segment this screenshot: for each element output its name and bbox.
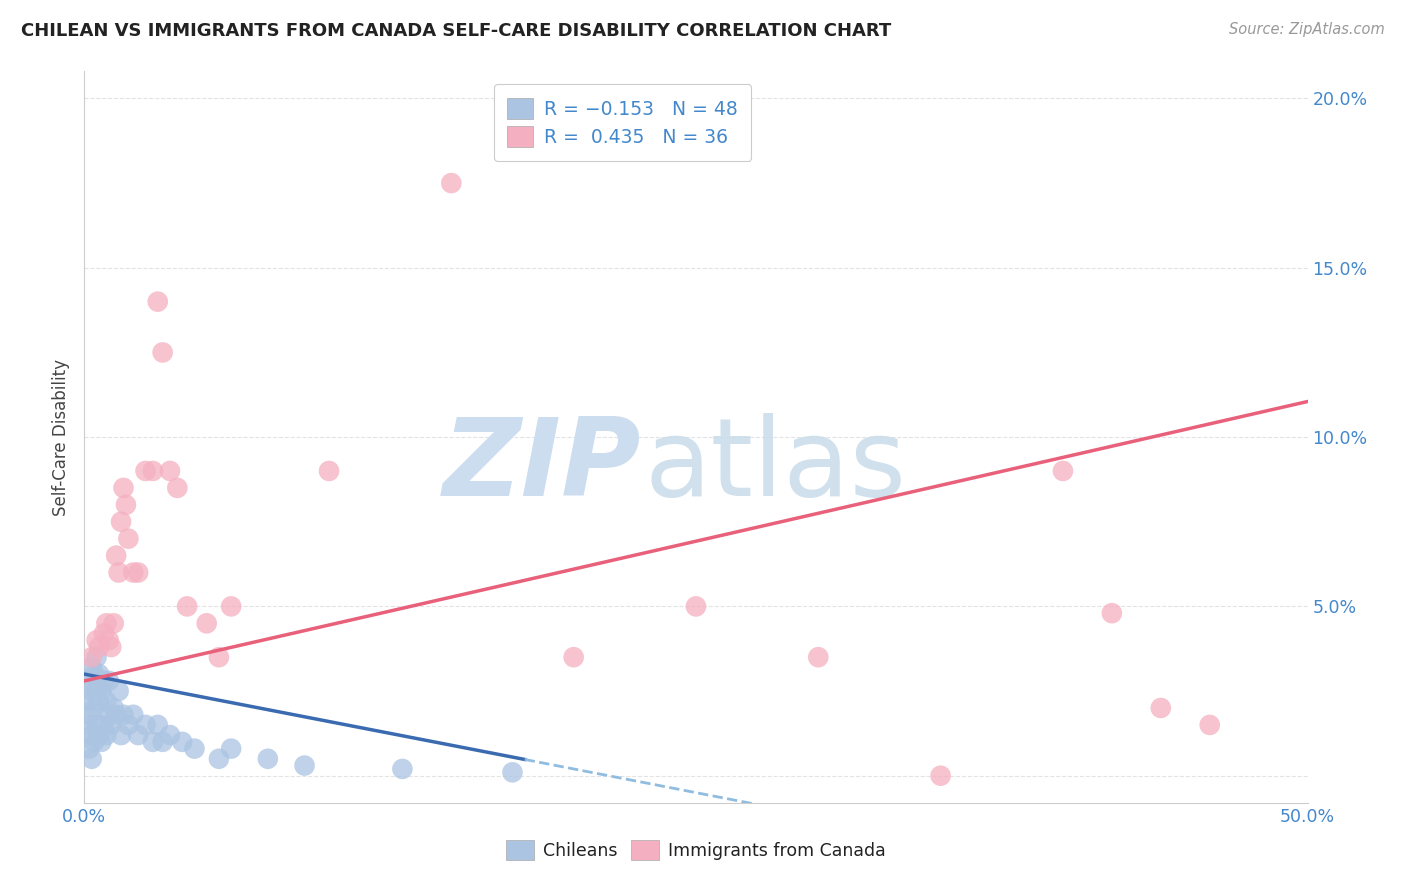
Point: [142, 464, 165, 478]
Legend: Chileans, Immigrants from Canada: Chileans, Immigrants from Canada: [499, 833, 893, 867]
Point: [142, 735, 165, 749]
Point: [86, 633, 108, 648]
Point: [110, 515, 132, 529]
Point: [76, 694, 98, 708]
Point: [97, 673, 120, 688]
Point: [135, 718, 157, 732]
Point: [929, 769, 952, 783]
Point: [80, 728, 103, 742]
Point: [105, 707, 128, 722]
Point: [219, 599, 242, 614]
Point: [1101, 606, 1123, 620]
Point: [90, 684, 112, 698]
Point: [502, 765, 524, 780]
Point: [87, 694, 110, 708]
Point: [77, 741, 100, 756]
Y-axis label: Self-Care Disability: Self-Care Disability: [52, 359, 70, 516]
Point: [105, 549, 128, 563]
Point: [83, 735, 105, 749]
Point: [83, 667, 105, 681]
Point: [208, 752, 231, 766]
Point: [110, 728, 132, 742]
Point: [93, 718, 115, 732]
Point: [219, 741, 242, 756]
Point: [152, 345, 174, 359]
Text: atlas: atlas: [644, 413, 907, 519]
Point: [127, 728, 149, 742]
Point: [103, 701, 125, 715]
Point: [685, 599, 707, 614]
Point: [93, 673, 115, 688]
Point: [107, 566, 129, 580]
Point: [107, 684, 129, 698]
Point: [96, 616, 118, 631]
Point: [100, 640, 122, 654]
Point: [166, 481, 188, 495]
Point: [80, 660, 103, 674]
Text: CHILEAN VS IMMIGRANTS FROM CANADA SELF-CARE DISABILITY CORRELATION CHART: CHILEAN VS IMMIGRANTS FROM CANADA SELF-C…: [21, 22, 891, 40]
Point: [127, 566, 149, 580]
Point: [183, 741, 205, 756]
Point: [152, 735, 174, 749]
Point: [87, 640, 110, 654]
Point: [208, 650, 231, 665]
Text: Source: ZipAtlas.com: Source: ZipAtlas.com: [1229, 22, 1385, 37]
Point: [1150, 701, 1173, 715]
Point: [115, 498, 138, 512]
Point: [440, 176, 463, 190]
Point: [86, 684, 108, 698]
Point: [159, 728, 181, 742]
Text: ZIP: ZIP: [443, 413, 641, 519]
Point: [97, 707, 120, 722]
Point: [1198, 718, 1220, 732]
Point: [90, 735, 112, 749]
Point: [117, 532, 139, 546]
Point: [318, 464, 340, 478]
Point: [80, 684, 103, 698]
Point: [76, 718, 98, 732]
Point: [146, 294, 169, 309]
Point: [562, 650, 585, 665]
Point: [172, 735, 194, 749]
Point: [195, 616, 218, 631]
Point: [807, 650, 830, 665]
Point: [391, 762, 413, 776]
Point: [77, 707, 100, 722]
Point: [93, 626, 115, 640]
Point: [103, 616, 125, 631]
Point: [112, 707, 135, 722]
Point: [86, 650, 108, 665]
Point: [87, 667, 110, 681]
Point: [100, 718, 122, 732]
Point: [86, 718, 108, 732]
Point: [1052, 464, 1074, 478]
Point: [122, 566, 145, 580]
Point: [294, 758, 316, 772]
Point: [135, 464, 157, 478]
Point: [77, 673, 100, 688]
Point: [176, 599, 198, 614]
Point: [97, 633, 120, 648]
Point: [80, 650, 103, 665]
Point: [83, 701, 105, 715]
Point: [146, 718, 169, 732]
Point: [159, 464, 181, 478]
Point: [122, 707, 145, 722]
Point: [96, 694, 118, 708]
Point: [257, 752, 280, 766]
Point: [117, 718, 139, 732]
Point: [80, 752, 103, 766]
Point: [87, 728, 110, 742]
Point: [96, 728, 118, 742]
Point: [112, 481, 135, 495]
